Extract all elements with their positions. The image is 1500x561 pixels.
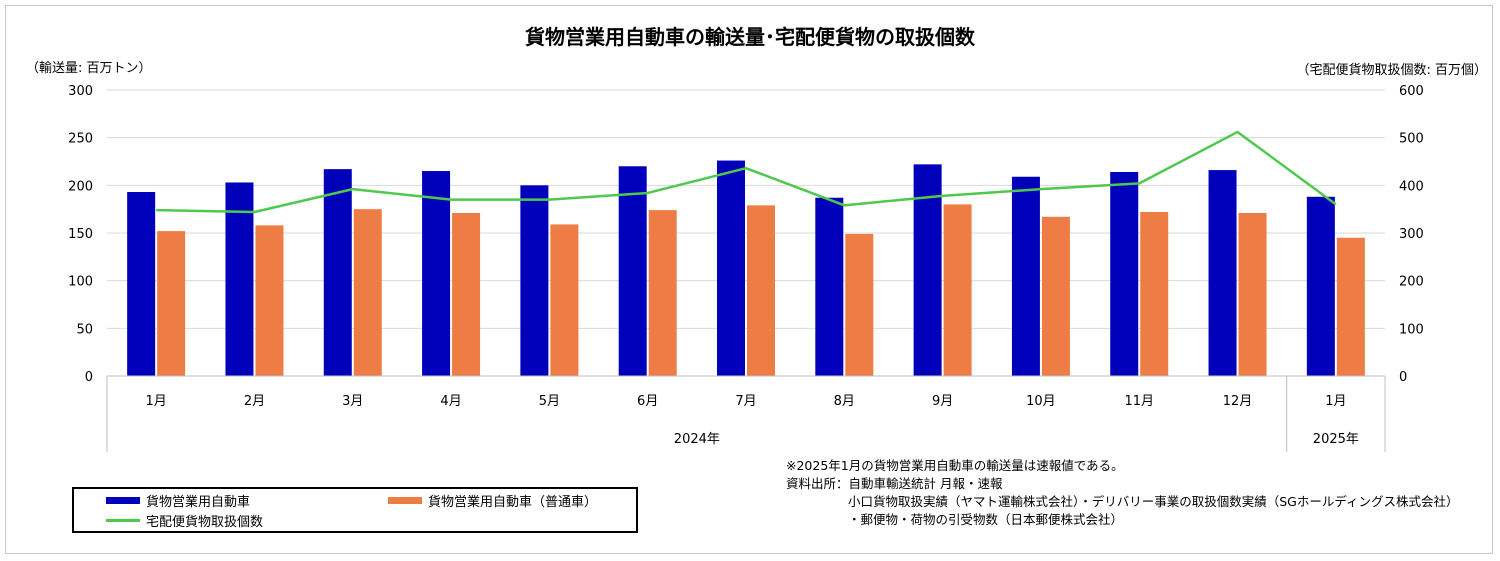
legend-item-ordinary-trucks: 貨物営業用自動車（普通車） <box>388 491 597 510</box>
y-left-tick-label: 50 <box>76 322 93 337</box>
bar-trucks <box>1110 171 1139 376</box>
note-source-parcels: 小口貨物取扱実績（ヤマト運輸株式会社）・デリバリー事業の取扱個数実績（SGホール… <box>848 494 1459 509</box>
year-label: 2025年 <box>1313 432 1359 447</box>
bar-trucks <box>1306 196 1335 376</box>
x-tick-label: 9月 <box>932 394 953 409</box>
bar-ordinary-trucks <box>255 225 284 376</box>
x-tick-label: 11月 <box>1124 394 1154 409</box>
note-preliminary: ※2025年1月の貨物営業用自動車の輸送量は速報値である。 <box>786 458 1124 473</box>
bar-ordinary-trucks <box>1336 237 1365 376</box>
bar-ordinary-trucks <box>747 205 775 376</box>
legend-label-ordinary-trucks: 貨物営業用自動車（普通車） <box>428 495 598 510</box>
x-tick-label: 5月 <box>539 394 560 409</box>
x-tick-label: 6月 <box>637 394 658 409</box>
legend-item-trucks: 貨物営業用自動車 <box>106 491 250 510</box>
y-left-axis-label: （輸送量: 百万トン） <box>26 61 152 76</box>
y-right-tick-label: 400 <box>1399 179 1424 194</box>
y-right-tick-label: 600 <box>1399 84 1424 99</box>
note-source-post: ・郵便物・荷物の引受物数（日本郵便株式会社） <box>848 512 1124 527</box>
line-parcels <box>156 130 1337 214</box>
x-tick-label: 1月 <box>146 394 167 409</box>
bar-ordinary-trucks <box>353 209 382 376</box>
y-right-axis-label: （宅配便貨物取扱個数: 百万個） <box>1296 62 1487 78</box>
y-right-tick-label: 300 <box>1399 227 1424 242</box>
y-left-tick-label: 250 <box>68 132 93 147</box>
bar-trucks <box>717 160 745 376</box>
bar-trucks <box>1208 170 1237 376</box>
bar-ordinary-trucks <box>157 231 186 376</box>
legend-label-parcels: 宅配便貨物取扱個数 <box>146 515 264 530</box>
legend-swatch-parcels <box>106 519 140 522</box>
bar-trucks <box>913 164 942 376</box>
chart-title: 貨物営業用自動車の輸送量･宅配便貨物の取扱個数 <box>525 25 976 49</box>
bar-ordinary-trucks <box>1140 212 1169 376</box>
y-right-tick-label: 500 <box>1399 132 1424 147</box>
bar-trucks <box>225 182 254 376</box>
year-label: 2024年 <box>674 432 720 447</box>
y-left-tick-label: 150 <box>68 227 93 242</box>
x-tick-label: 3月 <box>342 394 363 409</box>
x-tick-label: 10月 <box>1026 394 1056 409</box>
y-left-tick-label: 200 <box>68 179 93 194</box>
legend-item-parcels: 宅配便貨物取扱個数 <box>106 511 263 530</box>
bar-trucks <box>323 169 352 376</box>
legend-swatch-trucks <box>106 497 140 504</box>
bar-ordinary-trucks <box>845 233 874 376</box>
y-right-tick-label: 100 <box>1399 322 1424 337</box>
legend-swatch-ordinary-trucks <box>388 497 422 504</box>
legend: 貨物営業用自動車 貨物営業用自動車（普通車） 宅配便貨物取扱個数 <box>72 487 638 533</box>
bar-ordinary-trucks <box>943 204 972 376</box>
bar-ordinary-trucks <box>452 212 481 376</box>
bar-ordinary-trucks <box>648 210 677 376</box>
bar-trucks <box>127 192 156 376</box>
y-right-tick-label: 200 <box>1399 275 1424 290</box>
legend-label-trucks: 貨物営業用自動車 <box>146 495 251 510</box>
x-tick-label: 7月 <box>735 394 756 409</box>
y-right-tick-label: 0 <box>1399 370 1407 385</box>
x-tick-label: 2月 <box>244 394 265 409</box>
bar-trucks <box>618 166 647 376</box>
bar-ordinary-trucks <box>1041 216 1070 376</box>
notes: ※2025年1月の貨物営業用自動車の輸送量は速報値である。 資料出所：自動車輸送… <box>786 457 1459 529</box>
x-tick-label: 8月 <box>834 394 855 409</box>
bar-trucks <box>815 197 844 376</box>
bar-ordinary-trucks <box>550 224 579 376</box>
y-left-tick-label: 0 <box>85 370 93 385</box>
y-left-tick-label: 300 <box>68 84 93 99</box>
bar-trucks <box>1011 176 1040 376</box>
x-tick-label: 12月 <box>1223 394 1253 409</box>
bar-ordinary-trucks <box>1238 212 1267 376</box>
y-left-tick-label: 100 <box>68 275 93 290</box>
bar-trucks <box>520 185 549 376</box>
bar-trucks <box>422 171 451 376</box>
x-tick-label: 1月 <box>1325 394 1346 409</box>
note-source: 資料出所：自動車輸送統計 月報・速報 <box>786 476 1003 491</box>
x-tick-label: 4月 <box>440 394 461 409</box>
